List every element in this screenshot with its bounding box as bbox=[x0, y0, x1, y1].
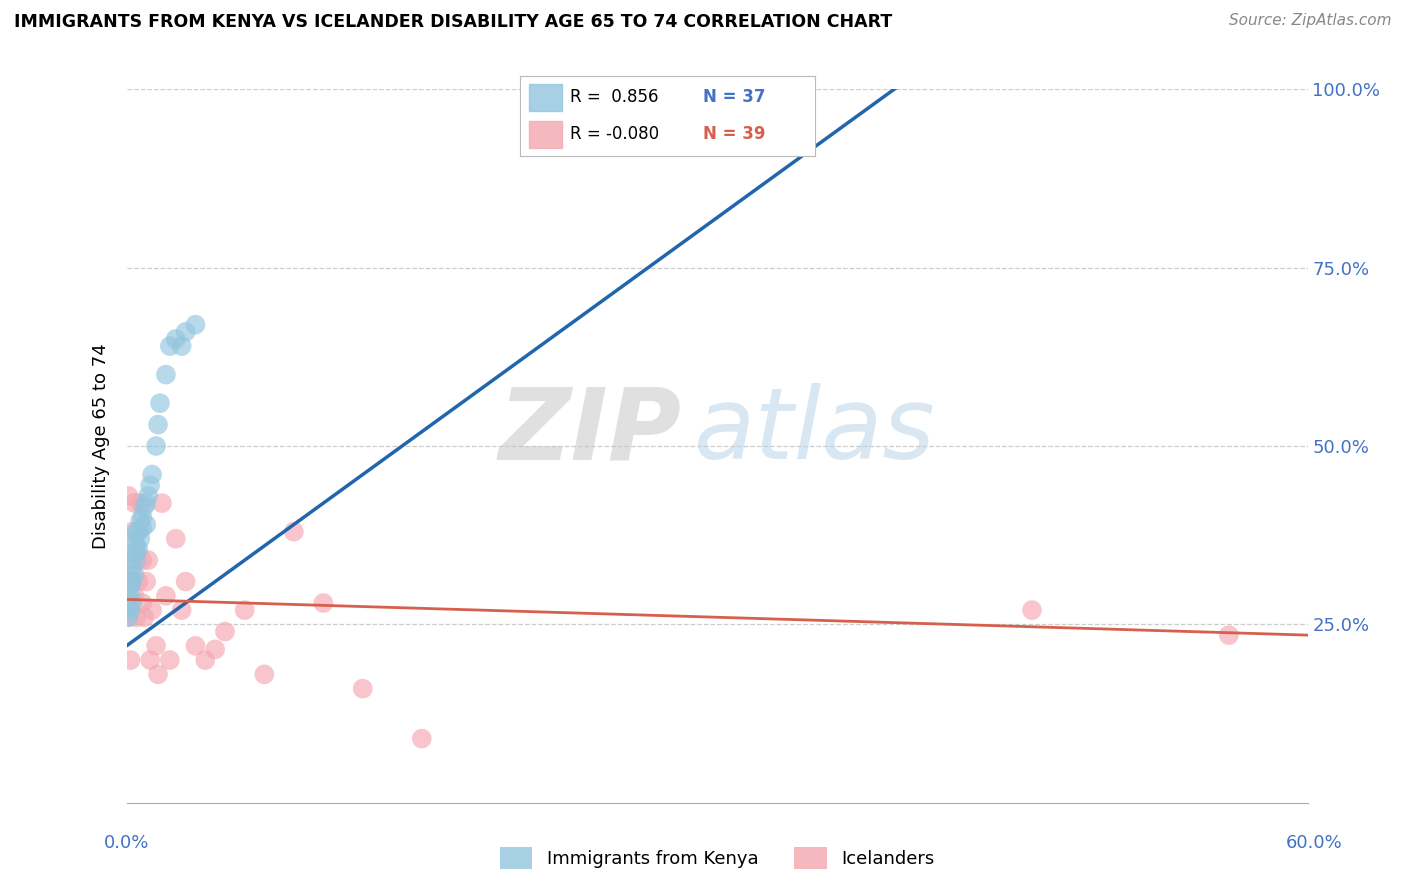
Point bbox=[117, 592, 139, 607]
Point bbox=[121, 596, 143, 610]
Point bbox=[124, 567, 146, 582]
Point bbox=[174, 325, 197, 339]
Point bbox=[204, 642, 226, 657]
Point bbox=[120, 567, 142, 582]
Point bbox=[141, 603, 163, 617]
Bar bbox=[529, 84, 561, 112]
Point bbox=[124, 496, 146, 510]
Text: R =  0.856: R = 0.856 bbox=[571, 88, 659, 106]
Point bbox=[194, 653, 217, 667]
Point bbox=[121, 524, 143, 539]
Point bbox=[129, 496, 152, 510]
Point bbox=[120, 603, 142, 617]
Point bbox=[139, 478, 162, 492]
Point bbox=[170, 339, 193, 353]
Text: R = -0.080: R = -0.080 bbox=[571, 126, 659, 144]
Point bbox=[135, 574, 157, 589]
Point bbox=[165, 532, 187, 546]
Point bbox=[124, 532, 146, 546]
Point bbox=[131, 596, 153, 610]
Text: N = 37: N = 37 bbox=[703, 88, 766, 106]
Point bbox=[135, 496, 157, 510]
Point bbox=[141, 467, 163, 482]
Point bbox=[352, 681, 374, 696]
Point bbox=[184, 639, 207, 653]
Point bbox=[174, 574, 197, 589]
Point bbox=[155, 368, 177, 382]
Point bbox=[159, 653, 181, 667]
Bar bbox=[529, 120, 561, 148]
Point bbox=[155, 589, 177, 603]
Point bbox=[146, 667, 169, 681]
Point bbox=[120, 653, 142, 667]
Point bbox=[117, 610, 139, 624]
Point bbox=[136, 489, 159, 503]
Point bbox=[233, 603, 256, 617]
Text: IMMIGRANTS FROM KENYA VS ICELANDER DISABILITY AGE 65 TO 74 CORRELATION CHART: IMMIGRANTS FROM KENYA VS ICELANDER DISAB… bbox=[14, 13, 893, 31]
Point bbox=[125, 553, 148, 567]
Point bbox=[139, 653, 162, 667]
Point bbox=[1218, 628, 1240, 642]
Point bbox=[117, 599, 139, 614]
Point bbox=[117, 489, 139, 503]
Point bbox=[129, 532, 152, 546]
Point bbox=[312, 596, 335, 610]
Y-axis label: Disability Age 65 to 74: Disability Age 65 to 74 bbox=[91, 343, 110, 549]
Text: Source: ZipAtlas.com: Source: ZipAtlas.com bbox=[1229, 13, 1392, 29]
Point bbox=[253, 667, 276, 681]
Point bbox=[131, 553, 153, 567]
Point bbox=[150, 496, 173, 510]
Point bbox=[120, 578, 142, 592]
Point bbox=[125, 546, 148, 560]
Point bbox=[131, 521, 153, 535]
Point bbox=[125, 539, 148, 553]
Point bbox=[125, 524, 148, 539]
Text: ZIP: ZIP bbox=[499, 384, 682, 480]
Point bbox=[135, 517, 157, 532]
Point bbox=[283, 524, 305, 539]
Point bbox=[145, 639, 167, 653]
Point bbox=[411, 731, 433, 746]
Point bbox=[136, 553, 159, 567]
Text: atlas: atlas bbox=[693, 384, 935, 480]
Point bbox=[127, 574, 149, 589]
Point bbox=[134, 610, 156, 624]
Point bbox=[121, 553, 143, 567]
Point bbox=[120, 574, 142, 589]
Point bbox=[129, 514, 152, 528]
Legend: Immigrants from Kenya, Icelanders: Immigrants from Kenya, Icelanders bbox=[492, 839, 942, 876]
Point bbox=[117, 610, 139, 624]
Point bbox=[131, 510, 153, 524]
Point bbox=[170, 603, 193, 617]
Point bbox=[120, 589, 142, 603]
Point bbox=[149, 396, 172, 410]
Point bbox=[165, 332, 187, 346]
Point bbox=[184, 318, 207, 332]
Text: 60.0%: 60.0% bbox=[1286, 834, 1343, 852]
Point bbox=[1021, 603, 1043, 617]
Point bbox=[134, 500, 156, 514]
Point bbox=[146, 417, 169, 432]
Point bbox=[127, 542, 149, 557]
Point bbox=[159, 339, 181, 353]
Point bbox=[124, 589, 146, 603]
Point bbox=[127, 524, 149, 539]
Text: N = 39: N = 39 bbox=[703, 126, 766, 144]
Point bbox=[121, 560, 143, 574]
Text: 0.0%: 0.0% bbox=[104, 834, 149, 852]
Point bbox=[124, 546, 146, 560]
Point bbox=[214, 624, 236, 639]
Point bbox=[121, 574, 143, 589]
Point bbox=[145, 439, 167, 453]
Point bbox=[125, 610, 148, 624]
